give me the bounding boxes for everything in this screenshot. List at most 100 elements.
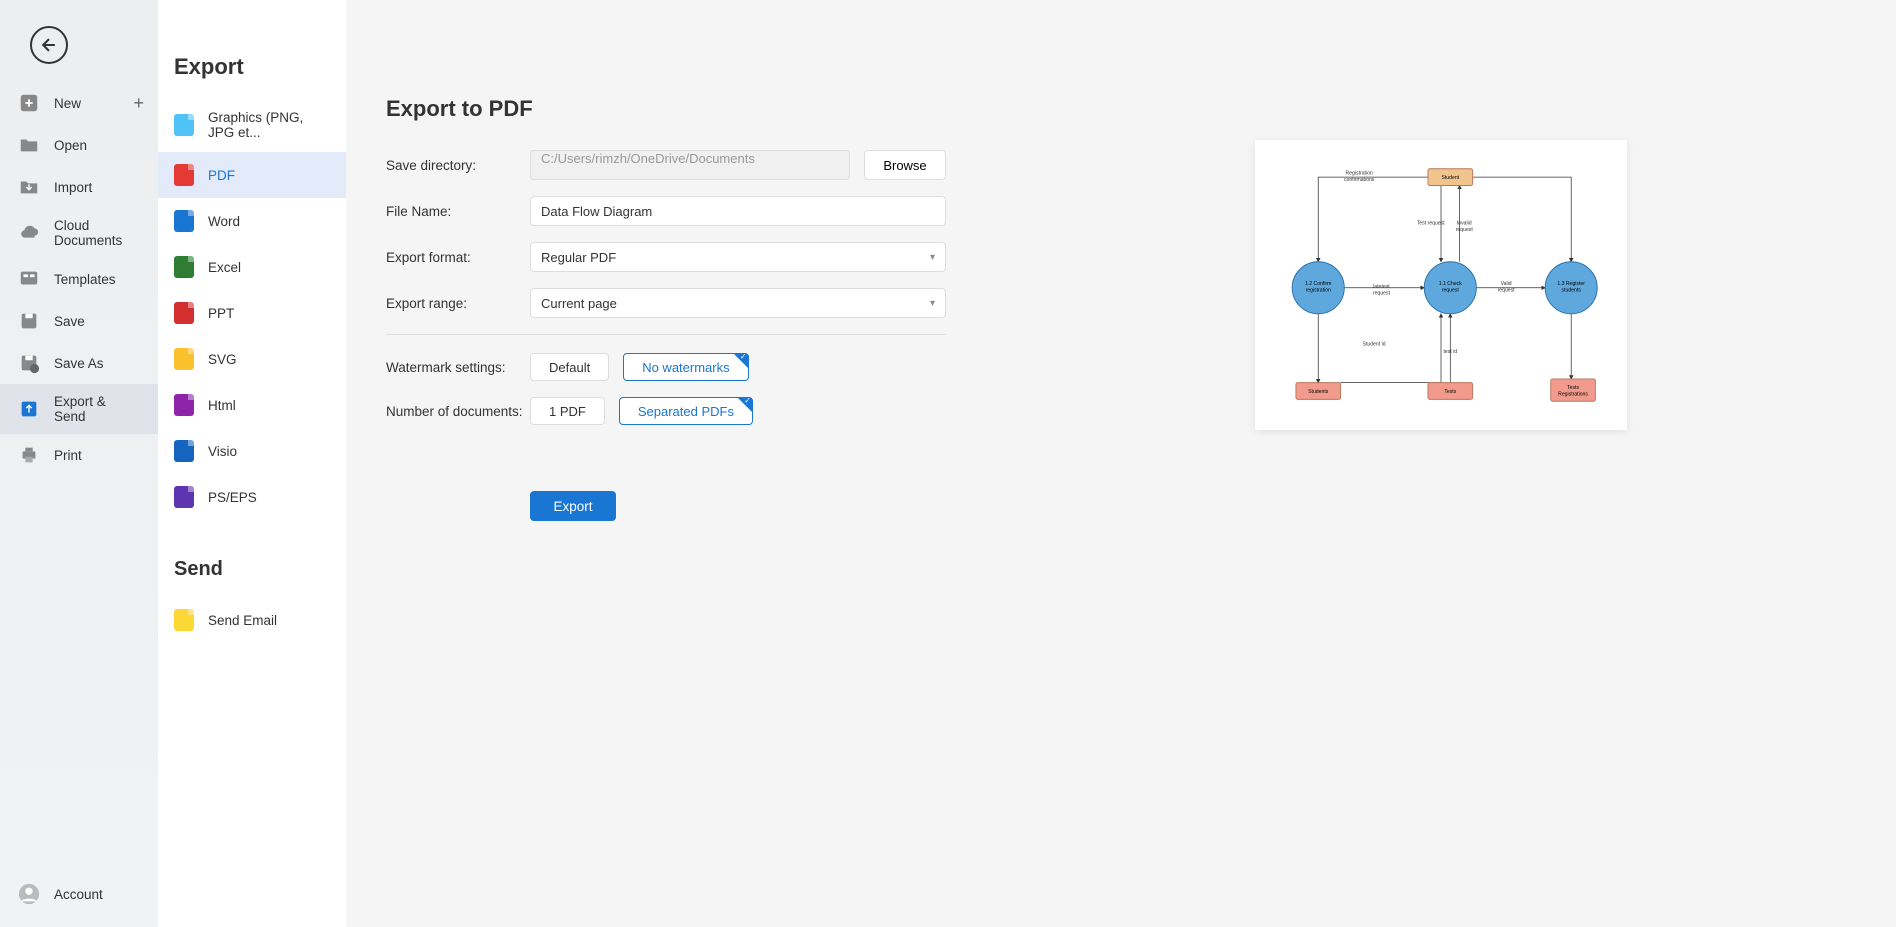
filetype-icon <box>174 302 194 324</box>
svg-text:latetest: latetest <box>1373 284 1390 290</box>
divider <box>386 334 946 335</box>
export-label: Excel <box>208 260 241 275</box>
svg-text:students: students <box>1562 288 1582 294</box>
nav-icon <box>18 398 40 420</box>
save-directory-input: C:/Users/rimzh/OneDrive/Documents <box>530 150 850 180</box>
svg-text:1.3 Register: 1.3 Register <box>1557 281 1585 287</box>
svg-text:1.2 Confirm: 1.2 Confirm <box>1305 281 1331 287</box>
docs-label: Number of documents: <box>386 404 530 419</box>
export-item-html[interactable]: Html <box>158 382 346 428</box>
sidebar-item-import[interactable]: Import <box>0 166 158 208</box>
format-select[interactable]: Regular PDF <box>530 242 946 272</box>
export-label: Word <box>208 214 240 229</box>
svg-text:request: request <box>1456 227 1474 233</box>
format-label: Export format: <box>386 250 530 265</box>
svg-text:Invalid: Invalid <box>1457 221 1472 227</box>
svg-text:registration: registration <box>1306 288 1331 294</box>
sidebar-item-templates[interactable]: Templates <box>0 258 158 300</box>
svg-text:Registration: Registration <box>1346 170 1373 176</box>
sidebar-item-save[interactable]: Save <box>0 300 158 342</box>
nav-label: Print <box>54 448 82 463</box>
export-label: Graphics (PNG, JPG et... <box>208 110 330 140</box>
filetype-icon <box>174 486 194 508</box>
svg-text:Valid: Valid <box>1501 281 1512 287</box>
preview-thumbnail: Registrationconfirmations Test request Inv… <box>1255 140 1627 430</box>
export-item-graphics-png-jpg-et-[interactable]: Graphics (PNG, JPG et... <box>158 98 346 152</box>
nav-icon <box>18 352 40 374</box>
svg-text:test id: test id <box>1443 349 1457 355</box>
export-button[interactable]: Export <box>530 491 616 521</box>
docs-separated-button[interactable]: Separated PDFs <box>619 397 753 425</box>
nav-label: Import <box>54 180 92 195</box>
filetype-icon <box>174 440 194 462</box>
range-label: Export range: <box>386 296 530 311</box>
send-section-title: Send <box>158 520 346 597</box>
export-label: Send Email <box>208 613 277 628</box>
watermark-label: Watermark settings: <box>386 360 530 375</box>
docs-single-button[interactable]: 1 PDF <box>530 397 605 425</box>
export-label: SVG <box>208 352 237 367</box>
svg-text:1.1 Check: 1.1 Check <box>1439 281 1462 287</box>
export-item-ppt[interactable]: PPT <box>158 290 346 336</box>
filetype-icon <box>174 164 194 186</box>
nav-label: Export & Send <box>54 394 140 424</box>
sidebar-item-open[interactable]: Open <box>0 124 158 166</box>
filetype-icon <box>174 114 194 136</box>
nav-label: Templates <box>54 272 116 287</box>
filename-label: File Name: <box>386 204 530 219</box>
range-select[interactable]: Current page <box>530 288 946 318</box>
export-item-visio[interactable]: Visio <box>158 428 346 474</box>
nav-icon <box>18 222 40 244</box>
export-label: Html <box>208 398 236 413</box>
watermark-default-button[interactable]: Default <box>530 353 609 381</box>
svg-text:Students: Students <box>1308 389 1329 395</box>
save-directory-label: Save directory: <box>386 158 530 173</box>
svg-text:Student id: Student id <box>1363 341 1386 347</box>
filetype-icon <box>174 348 194 370</box>
export-label: PDF <box>208 168 235 183</box>
nav-label: Save As <box>54 356 104 371</box>
browse-button[interactable]: Browse <box>864 150 946 180</box>
nav-icon <box>18 134 40 156</box>
nav-icon <box>18 92 40 114</box>
svg-text:confirmations: confirmations <box>1344 177 1375 183</box>
filetype-icon <box>174 394 194 416</box>
export-label: PS/EPS <box>208 490 257 505</box>
export-section-title: Export <box>158 54 346 98</box>
sidebar-item-save-as[interactable]: Save As <box>0 342 158 384</box>
nav-icon <box>18 268 40 290</box>
filetype-icon <box>174 609 194 631</box>
export-item-ps-eps[interactable]: PS/EPS <box>158 474 346 520</box>
sidebar-item-cloud-documents[interactable]: Cloud Documents <box>0 208 158 258</box>
svg-text:Registrations: Registrations <box>1558 392 1588 398</box>
filename-input[interactable] <box>530 196 946 226</box>
watermark-none-button[interactable]: No watermarks <box>623 353 748 381</box>
svg-text:Tests: Tests <box>1444 389 1456 395</box>
sidebar-item-account[interactable]: Account <box>0 873 158 915</box>
sidebar-item-export-send[interactable]: Export & Send <box>0 384 158 434</box>
export-label: Visio <box>208 444 237 459</box>
back-button[interactable] <box>30 26 68 64</box>
filetype-icon <box>174 210 194 232</box>
export-item-excel[interactable]: Excel <box>158 244 346 290</box>
export-item-svg[interactable]: SVG <box>158 336 346 382</box>
svg-text:request: request <box>1373 290 1391 296</box>
nav-icon <box>18 310 40 332</box>
plus-icon[interactable]: + <box>133 93 144 114</box>
export-item-word[interactable]: Word <box>158 198 346 244</box>
nav-label: New <box>54 96 81 111</box>
svg-text:request: request <box>1498 288 1516 294</box>
filetype-icon <box>174 256 194 278</box>
export-item-send-email[interactable]: Send Email <box>158 597 346 643</box>
svg-text:Test request: Test request <box>1417 221 1445 227</box>
export-item-pdf[interactable]: PDF <box>158 152 346 198</box>
export-label: PPT <box>208 306 234 321</box>
nav-icon <box>18 444 40 466</box>
svg-text:Tests: Tests <box>1567 385 1579 391</box>
account-icon <box>18 883 40 905</box>
nav-icon <box>18 176 40 198</box>
sidebar-item-print[interactable]: Print <box>0 434 158 476</box>
sidebar-item-new[interactable]: New + <box>0 82 158 124</box>
sidebar-label-account: Account <box>54 887 103 902</box>
nav-label: Open <box>54 138 87 153</box>
